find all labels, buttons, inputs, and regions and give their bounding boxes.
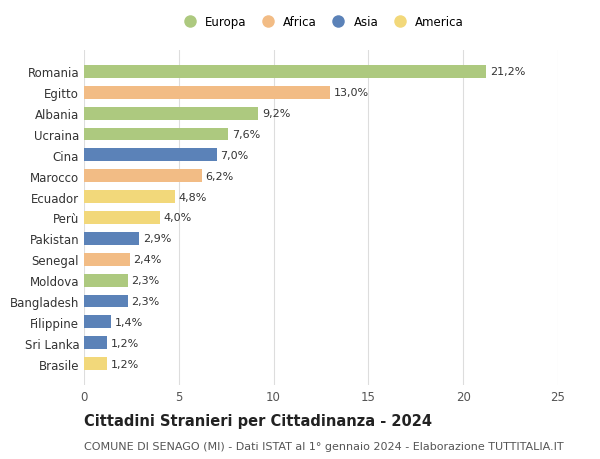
Legend: Europa, Africa, Asia, America: Europa, Africa, Asia, America <box>178 16 464 29</box>
Text: 6,2%: 6,2% <box>205 171 233 181</box>
Bar <box>84 149 217 162</box>
Bar <box>84 316 110 329</box>
Text: 2,4%: 2,4% <box>133 255 161 265</box>
Text: 2,3%: 2,3% <box>131 297 160 306</box>
Bar <box>84 128 228 141</box>
Text: 9,2%: 9,2% <box>262 109 290 119</box>
Bar <box>84 336 107 349</box>
Text: COMUNE DI SENAGO (MI) - Dati ISTAT al 1° gennaio 2024 - Elaborazione TUTTITALIA.: COMUNE DI SENAGO (MI) - Dati ISTAT al 1°… <box>84 441 563 451</box>
Text: 4,0%: 4,0% <box>164 213 192 223</box>
Bar <box>84 107 259 120</box>
Bar <box>84 87 331 100</box>
Bar <box>84 170 202 183</box>
Text: 1,2%: 1,2% <box>110 338 139 348</box>
Bar <box>84 66 486 78</box>
Text: 13,0%: 13,0% <box>334 88 370 98</box>
Bar <box>84 358 107 370</box>
Text: 7,0%: 7,0% <box>221 151 249 161</box>
Text: 2,3%: 2,3% <box>131 275 160 285</box>
Bar <box>84 212 160 224</box>
Text: 1,4%: 1,4% <box>115 317 143 327</box>
Bar <box>84 232 139 245</box>
Bar <box>84 274 128 287</box>
Text: 7,6%: 7,6% <box>232 130 260 140</box>
Text: 1,2%: 1,2% <box>110 359 139 369</box>
Bar <box>84 295 128 308</box>
Text: Cittadini Stranieri per Cittadinanza - 2024: Cittadini Stranieri per Cittadinanza - 2… <box>84 413 432 428</box>
Bar <box>84 191 175 204</box>
Text: 2,9%: 2,9% <box>143 234 171 244</box>
Text: 21,2%: 21,2% <box>490 67 525 77</box>
Bar <box>84 253 130 266</box>
Text: 4,8%: 4,8% <box>179 192 207 202</box>
